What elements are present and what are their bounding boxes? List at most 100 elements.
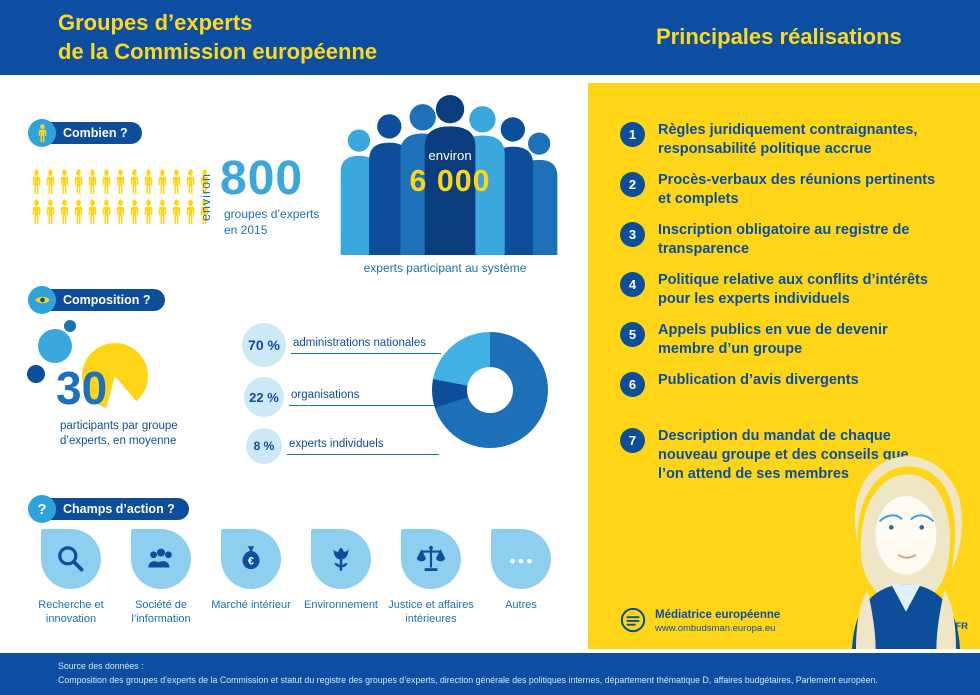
achievement-number: 1 bbox=[620, 122, 645, 147]
person-pictogram-icon bbox=[46, 169, 55, 194]
percent-bubble: 22 % bbox=[244, 377, 284, 417]
crowd-environ-label: environ bbox=[428, 148, 471, 163]
achievement-text: Règles juridiquement contraignantes, res… bbox=[658, 122, 918, 157]
person-pictogram-icon bbox=[186, 199, 195, 224]
achievement-text: Inscription obligatoire au registre de t… bbox=[658, 222, 910, 257]
language-code: FR bbox=[955, 621, 968, 632]
page-title: Groupes d’experts de la Commission europ… bbox=[58, 9, 377, 66]
achievement-number: 5 bbox=[620, 322, 645, 348]
page-title-line1: Groupes d’experts bbox=[58, 10, 253, 35]
brand-block: Médiatrice européenne www.ombudsman.euro… bbox=[620, 605, 780, 634]
decor-circle bbox=[64, 320, 76, 332]
field-item: Environnement bbox=[296, 529, 386, 627]
person-pictogram-icon bbox=[172, 169, 181, 194]
field-item: Justice et affaires intérieures bbox=[386, 529, 476, 627]
person-pictogram-icon bbox=[88, 169, 97, 194]
decor-pacman-circle bbox=[82, 343, 148, 409]
experts-count-caption: experts participant au système bbox=[363, 261, 527, 275]
achievement-item: 7 Description du mandat de chaque nouvea… bbox=[620, 427, 980, 483]
achievement-text: Publication d’avis divergents bbox=[658, 372, 859, 389]
section-badge-composition: Composition ? bbox=[28, 286, 165, 314]
section-badge-label: Composition ? bbox=[47, 289, 165, 311]
achievement-text: Appels publics en vue de devenir membre … bbox=[658, 322, 888, 357]
stat-row: 22 % organisations bbox=[244, 377, 434, 417]
svg-text:€: € bbox=[248, 555, 254, 567]
section-badge-label: Champs d’action ? bbox=[47, 498, 189, 520]
person-pictogram-icon bbox=[116, 199, 125, 224]
achievement-item: 1 Règles juridiquement contraignantes, r… bbox=[620, 121, 980, 158]
header: Groupes d’experts de la Commission europ… bbox=[0, 0, 980, 75]
field-label: Marché intérieur bbox=[211, 599, 291, 611]
person-pictogram-icon bbox=[130, 199, 139, 224]
person-icon bbox=[28, 119, 56, 147]
page-title-line2: de la Commission européenne bbox=[58, 38, 378, 64]
scales-icon bbox=[401, 529, 461, 589]
person-pictogram-icon bbox=[130, 169, 139, 194]
average-participants-value: 30 bbox=[56, 362, 108, 414]
experts-count: 6 000 bbox=[410, 165, 491, 198]
achievement-item: 4 Politique relative aux conflits d’inté… bbox=[620, 271, 980, 308]
person-pictogram-icon bbox=[102, 169, 111, 194]
main-panel: Combien ? environ 800 groupes d’experts … bbox=[0, 83, 588, 649]
achievement-text: Procès-verbaux des réunions pertinents e… bbox=[658, 172, 936, 207]
person-pictogram-icon bbox=[74, 169, 83, 194]
achievement-text: Politique relative aux conflits d’intérê… bbox=[658, 272, 928, 307]
decor-circle bbox=[27, 365, 45, 383]
field-label: Société de l’information bbox=[131, 599, 191, 626]
fields-of-action: Recherche et innovation Société de l’inf… bbox=[26, 529, 566, 627]
field-item: € Marché intérieur bbox=[206, 529, 296, 627]
search-icon bbox=[41, 529, 101, 589]
person-pictogram-icon bbox=[32, 199, 41, 224]
brand-name: Médiatrice européenne bbox=[655, 609, 781, 621]
brand-url-link[interactable]: www.ombudsman.europa.eu bbox=[655, 623, 776, 634]
achievement-text: Description du mandat de chaque nouveau … bbox=[658, 428, 909, 482]
achievement-item: 6 Publication d’avis divergents bbox=[620, 371, 980, 398]
section-badge-label: Combien ? bbox=[47, 122, 142, 144]
person-pictogram-icon bbox=[144, 199, 153, 224]
stat-label: administrations nationales bbox=[291, 337, 441, 354]
content: Combien ? environ 800 groupes d’experts … bbox=[0, 83, 980, 649]
question-icon: ? bbox=[28, 495, 56, 523]
section-badge-champs: ? Champs d’action ? bbox=[28, 495, 189, 523]
footer-source-label: Source des données : bbox=[58, 661, 144, 671]
flower-icon bbox=[311, 529, 371, 589]
stat-row: 8 % experts individuels bbox=[246, 428, 439, 464]
achievement-number: 4 bbox=[620, 272, 645, 298]
person-pictogram-icon bbox=[46, 199, 55, 224]
groups-count-caption: groupes d’experts en 2015 bbox=[224, 207, 320, 237]
achievements-title: Principales réalisations bbox=[656, 24, 902, 49]
eye-icon bbox=[28, 286, 56, 314]
person-pictogram-icon bbox=[186, 169, 195, 194]
decor-circle bbox=[38, 329, 72, 363]
field-label: Autres bbox=[505, 599, 537, 611]
achievement-number: 2 bbox=[620, 172, 645, 198]
pictogram-row bbox=[30, 169, 211, 195]
person-pictogram-icon bbox=[32, 169, 41, 194]
field-label: Environnement bbox=[304, 599, 378, 611]
crowd-silhouettes bbox=[340, 95, 558, 255]
field-item: Autres bbox=[476, 529, 566, 627]
achievements-list: 1 Règles juridiquement contraignantes, r… bbox=[588, 83, 980, 483]
section-badge-combien: Combien ? bbox=[28, 119, 142, 147]
person-pictogram-icon bbox=[102, 199, 111, 224]
ombudsman-logo-icon bbox=[620, 607, 646, 632]
achievement-number: 6 bbox=[620, 372, 645, 398]
person-pictogram-icon bbox=[116, 169, 125, 194]
achievement-item: 2 Procès-verbaux des réunions pertinents… bbox=[620, 171, 980, 208]
person-pictogram-icon bbox=[158, 199, 167, 224]
person-pictogram-icon bbox=[74, 199, 83, 224]
person-pictogram-icon bbox=[88, 199, 97, 224]
achievement-number: 7 bbox=[620, 428, 645, 454]
money-bag-icon: € bbox=[221, 529, 281, 589]
footer-source-text: Composition des groupes d’experts de la … bbox=[58, 674, 878, 685]
field-item: Société de l’information bbox=[116, 529, 206, 627]
achievements-panel: 1 Règles juridiquement contraignantes, r… bbox=[588, 83, 980, 649]
field-label: Justice et affaires intérieures bbox=[388, 599, 474, 626]
person-pictogram-icon bbox=[60, 199, 69, 224]
field-item: Recherche et innovation bbox=[26, 529, 116, 627]
percent-bubble: 70 % bbox=[242, 323, 286, 367]
groups-count: 800 bbox=[220, 152, 304, 205]
achievement-number: 3 bbox=[620, 222, 645, 248]
people-pictogram bbox=[30, 169, 211, 229]
